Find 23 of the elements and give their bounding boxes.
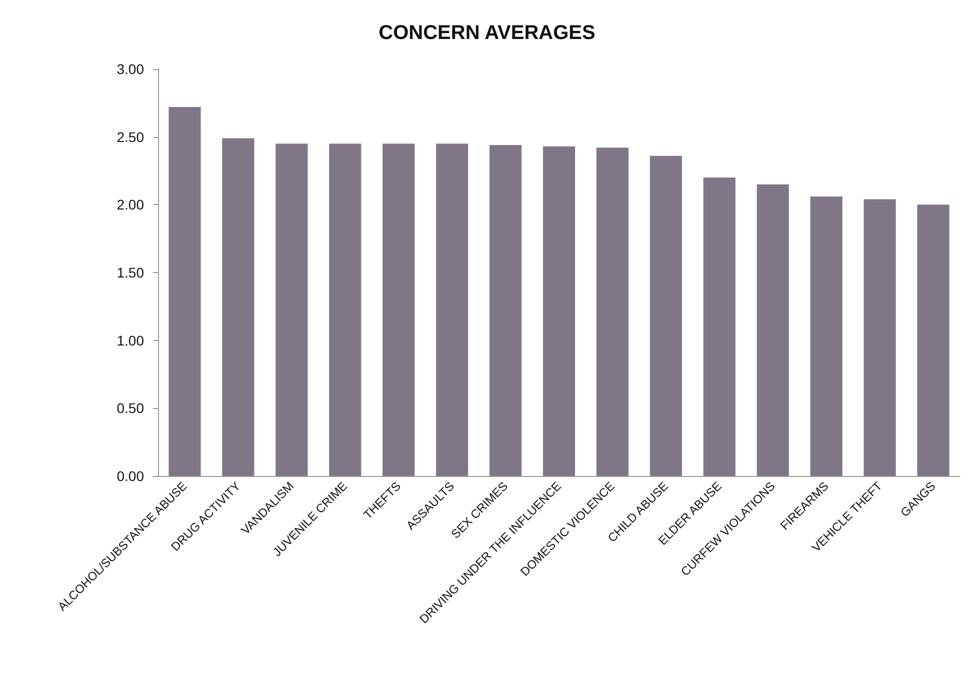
bar xyxy=(650,156,682,476)
y-tick-label: 1.50 xyxy=(116,264,144,280)
bar xyxy=(436,144,468,476)
bar xyxy=(756,184,789,476)
bar xyxy=(596,148,629,476)
bar xyxy=(864,199,896,476)
y-tick-label: 2.50 xyxy=(116,128,144,145)
bar xyxy=(542,146,576,476)
bar xyxy=(917,204,950,476)
bar xyxy=(276,144,308,476)
bar xyxy=(222,138,254,476)
y-tick-label: 0.00 xyxy=(116,468,144,484)
bar xyxy=(168,106,201,476)
y-tick-label: 3.00 xyxy=(116,61,144,77)
bar xyxy=(329,144,362,476)
bar xyxy=(703,178,736,476)
bar xyxy=(810,196,842,476)
bar xyxy=(489,144,522,476)
chart-title: CONCERN AVERAGES xyxy=(378,22,596,44)
y-tick-label: 2.00 xyxy=(116,196,144,213)
y-tick-label: 1.00 xyxy=(116,332,144,348)
bar xyxy=(382,144,415,476)
y-tick-label: 0.50 xyxy=(116,400,144,416)
